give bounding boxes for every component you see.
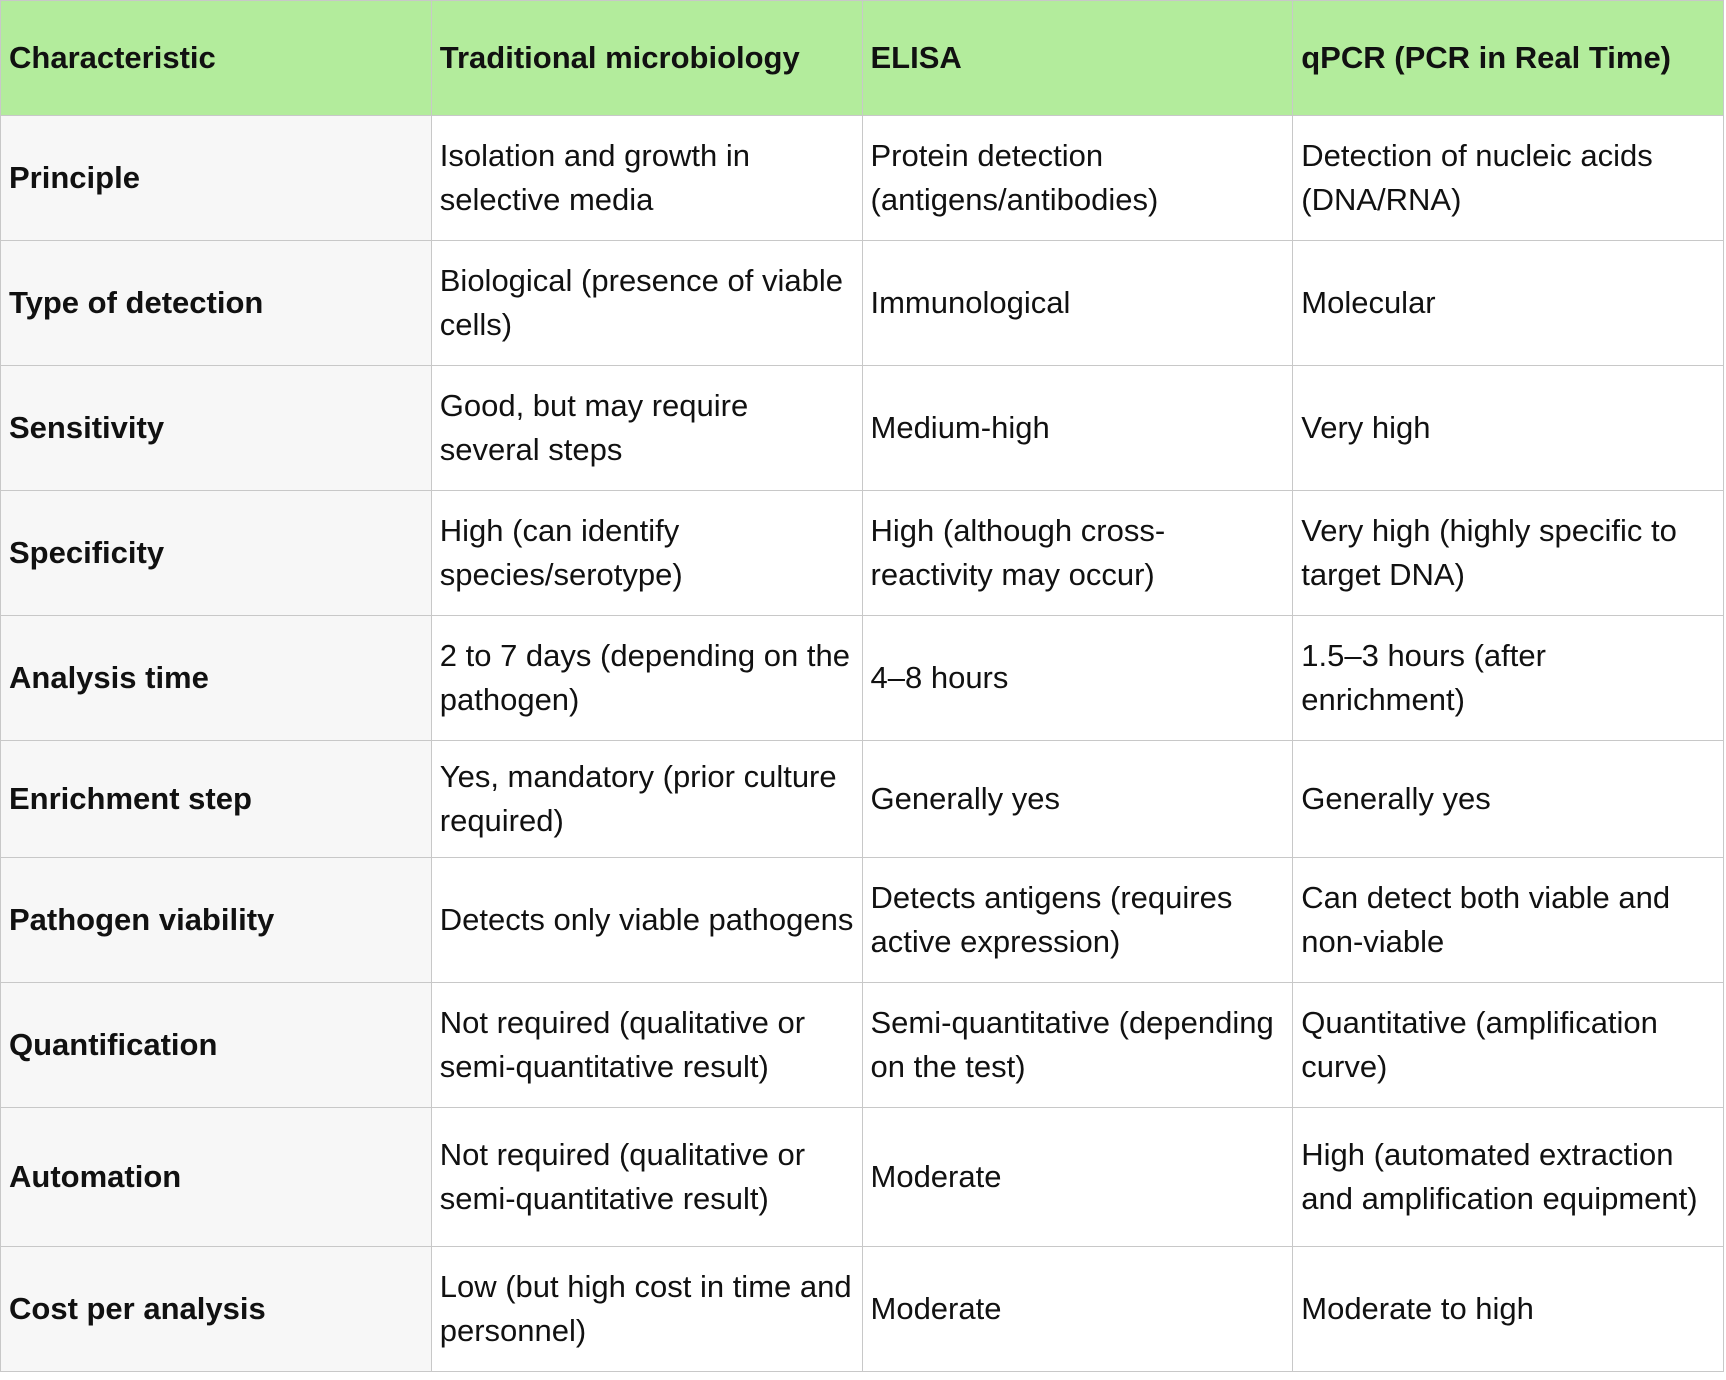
table-row: Cost per analysis Low (but high cost in t… [0, 1246, 1724, 1372]
row-label: Sensitivity [0, 365, 432, 491]
row-label: Principle [0, 115, 432, 241]
table-header: Characteristic Traditional microbiology EL… [0, 0, 1724, 116]
cell: Medium-high [861, 365, 1294, 491]
cell: Molecular [1292, 240, 1724, 366]
table-row: Type of detection Biological (presence of… [0, 240, 1724, 366]
row-label: Pathogen viability [0, 857, 432, 983]
table-row: Principle Isolation and growth in selecti… [0, 115, 1724, 241]
cell: Detects only viable pathogens [430, 857, 863, 983]
cell: 2 to 7 days (depending on the pathogen) [430, 615, 863, 741]
cell: Detection of nucleic acids (DNA/RNA) [1292, 115, 1724, 241]
row-label: Specificity [0, 490, 432, 616]
cell: Good, but may require several steps [430, 365, 863, 491]
table-row: Pathogen viability Detects only viable pa… [0, 857, 1724, 983]
cell: Can detect both viable and non-viable [1292, 857, 1724, 983]
table-row: Specificity High (can identify species/se… [0, 490, 1724, 616]
table-body: Principle Isolation and growth in selecti… [0, 115, 1724, 1372]
cell: Protein detection (antigens/antibodies) [861, 115, 1294, 241]
row-label: Automation [0, 1107, 432, 1247]
cell: High (can identify species/serotype) [430, 490, 863, 616]
row-label: Cost per analysis [0, 1246, 432, 1372]
cell: 1.5–3 hours (after enrichment) [1292, 615, 1724, 741]
cell: Biological (presence of viable cells) [430, 240, 863, 366]
header-cell: Characteristic [0, 0, 432, 116]
cell: Detects antigens (requires active expres… [861, 857, 1294, 983]
cell: Generally yes [861, 740, 1294, 858]
cell: Generally yes [1292, 740, 1724, 858]
cell: Not required (qualitative or semi-quanti… [430, 1107, 863, 1247]
cell: High (although cross-reactivity may occu… [861, 490, 1294, 616]
cell: Yes, mandatory (prior culture required) [430, 740, 863, 858]
table-row: Quantification Not required (qualitative … [0, 982, 1724, 1108]
row-label: Type of detection [0, 240, 432, 366]
row-label: Analysis time [0, 615, 432, 741]
table-row: Sensitivity Good, but may require several… [0, 365, 1724, 491]
row-label: Quantification [0, 982, 432, 1108]
header-cell: Traditional microbiology [430, 0, 863, 116]
cell: Low (but high cost in time and personnel… [430, 1246, 863, 1372]
cell: Isolation and growth in selective media [430, 115, 863, 241]
cell: Very high (highly specific to target DNA… [1292, 490, 1724, 616]
cell: Immunological [861, 240, 1294, 366]
table-row: Enrichment step Yes, mandatory (prior cul… [0, 740, 1724, 858]
cell: High (automated extraction and amplifica… [1292, 1107, 1724, 1247]
table-row: Analysis time 2 to 7 days (depending on t… [0, 615, 1724, 741]
cell: Semi-quantitative (depending on the test… [861, 982, 1294, 1108]
cell: Quantitative (amplification curve) [1292, 982, 1724, 1108]
table-row: Automation Not required (qualitative or s… [0, 1107, 1724, 1247]
header-cell: ELISA [861, 0, 1294, 116]
cell: Moderate [861, 1246, 1294, 1372]
row-label: Enrichment step [0, 740, 432, 858]
cell: 4–8 hours [861, 615, 1294, 741]
cell: Moderate [861, 1107, 1294, 1247]
cell: Moderate to high [1292, 1246, 1724, 1372]
cell: Very high [1292, 365, 1724, 491]
header-cell: qPCR (PCR in Real Time) [1292, 0, 1724, 116]
header-row: Characteristic Traditional microbiology EL… [0, 0, 1724, 116]
cell: Not required (qualitative or semi-quanti… [430, 982, 863, 1108]
